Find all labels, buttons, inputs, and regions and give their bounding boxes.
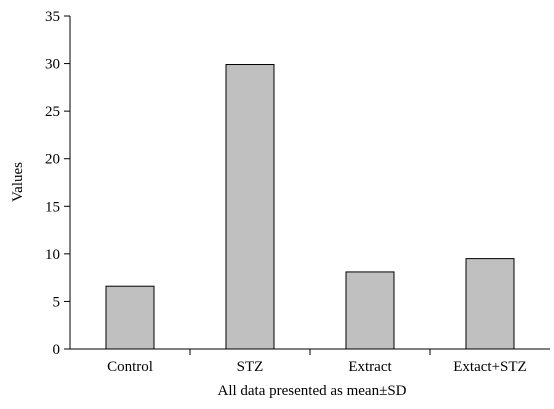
y-tick-label-6: 30: [45, 57, 60, 73]
bar-1: [225, 64, 275, 350]
y-tick-label-3: 15: [45, 199, 60, 215]
bar-2: [345, 271, 395, 350]
bar-0: [105, 285, 155, 350]
bars-layer: [105, 64, 515, 350]
y-axis-title: Values: [10, 162, 26, 202]
x-tick-label-1: STZ: [237, 359, 264, 375]
y-tick-label-1: 5: [53, 294, 61, 310]
y-tick-label-5: 25: [45, 104, 60, 120]
y-tick-label-2: 10: [45, 247, 60, 263]
labels-layer: 0 5 10 15 20 25 30 35 Control STZ Extract Extact+ST…: [45, 9, 527, 375]
bar-3: [465, 258, 515, 350]
x-axis-title: All data presented as mean±SD: [217, 383, 406, 399]
axes-layer: [64, 15, 550, 355]
y-tick-label-7: 35: [45, 9, 60, 25]
x-tick-label-0: Control: [107, 359, 153, 375]
x-tick-label-3: Extact+STZ: [453, 359, 526, 375]
y-tick-label-0: 0: [53, 342, 61, 358]
y-tick-label-4: 20: [45, 152, 60, 168]
x-tick-label-2: Extract: [348, 359, 392, 375]
